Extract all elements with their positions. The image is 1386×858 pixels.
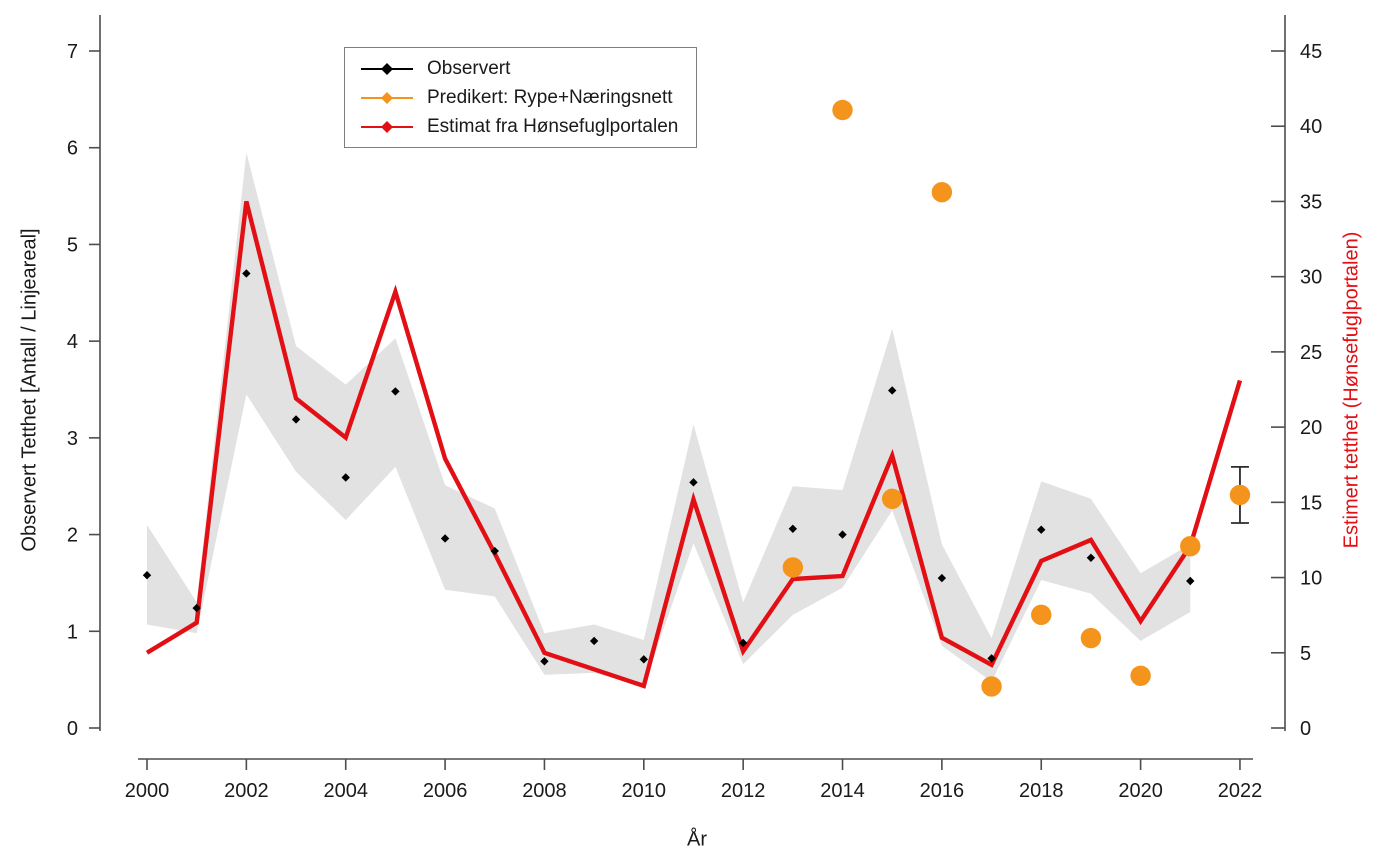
svg-text:1: 1	[67, 621, 78, 643]
observed-points	[142, 269, 1195, 666]
svg-text:20: 20	[1300, 417, 1322, 439]
observed-marker-icon	[361, 62, 413, 75]
svg-text:2012: 2012	[721, 780, 766, 802]
svg-text:10: 10	[1300, 568, 1322, 590]
svg-text:3: 3	[67, 428, 78, 450]
x-axis: 2000 2002 2004 2006 2008 2010 2012 2014 2016 2018…	[125, 758, 1263, 802]
svg-text:2010: 2010	[622, 780, 667, 802]
legend-label-estimate: Estimat fra Hønsefuglportalen	[427, 115, 679, 137]
svg-text:2018: 2018	[1019, 780, 1064, 802]
y-axis-left: 0 1 2 3 4 5 6 7	[67, 15, 101, 740]
svg-text:2016: 2016	[920, 780, 965, 802]
y-axis-left-title: Observert Tetthet [Antall / Linjeareal]	[18, 228, 41, 552]
legend-item-estimate: Estimat fra Hønsefuglportalen	[359, 115, 696, 139]
legend-item-observed: Observert	[359, 57, 696, 81]
svg-text:2000: 2000	[125, 780, 170, 802]
svg-text:30: 30	[1300, 267, 1322, 289]
legend: Observert Predikert: Rype+Næringsnett Es…	[344, 47, 697, 148]
svg-text:25: 25	[1300, 342, 1322, 364]
predicted-points	[782, 99, 1251, 697]
svg-text:45: 45	[1300, 41, 1322, 63]
svg-text:0: 0	[1300, 718, 1311, 740]
y-axis-right: 0 5 10 15 20 25 30 35 40 45	[1271, 15, 1322, 740]
svg-text:15: 15	[1300, 492, 1322, 514]
svg-text:5: 5	[1300, 643, 1311, 665]
svg-text:0: 0	[67, 718, 78, 740]
predicted-marker-icon	[361, 91, 413, 104]
svg-text:2: 2	[67, 525, 78, 547]
svg-text:2014: 2014	[820, 780, 865, 802]
y-axis-right-title: Estimert tetthet (Hønsefuglportalen)	[1340, 231, 1363, 549]
svg-text:2022: 2022	[1218, 780, 1263, 802]
svg-text:2002: 2002	[224, 780, 269, 802]
estimate-marker-icon	[361, 120, 413, 133]
confidence-band	[147, 152, 1191, 686]
svg-text:4: 4	[67, 331, 78, 353]
svg-text:5: 5	[67, 234, 78, 256]
estimate-line	[145, 200, 1243, 689]
svg-text:2020: 2020	[1118, 780, 1163, 802]
x-axis-title: År	[687, 828, 707, 851]
svg-text:2004: 2004	[323, 780, 368, 802]
svg-text:40: 40	[1300, 116, 1322, 138]
legend-label-predicted: Predikert: Rype+Næringsnett	[427, 86, 673, 108]
svg-text:6: 6	[67, 138, 78, 160]
svg-text:7: 7	[67, 41, 78, 63]
svg-text:2008: 2008	[522, 780, 567, 802]
svg-text:2006: 2006	[423, 780, 468, 802]
legend-item-predicted: Predikert: Rype+Næringsnett	[359, 86, 696, 110]
legend-label-observed: Observert	[427, 57, 511, 79]
svg-text:35: 35	[1300, 191, 1322, 213]
